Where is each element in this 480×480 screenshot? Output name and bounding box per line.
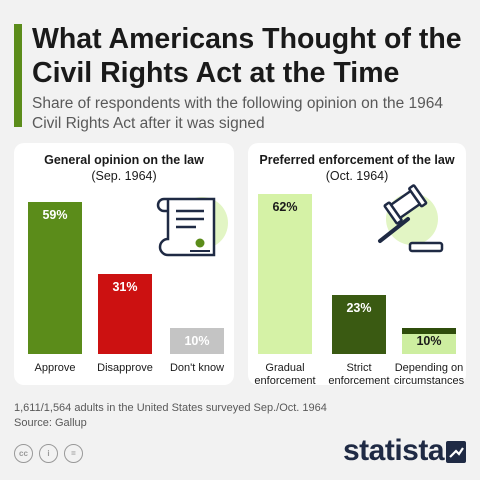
license-icons: cc i =: [14, 444, 83, 463]
survey-note: 1,611/1,564 adults in the United States …: [14, 402, 327, 414]
bar-0: [28, 201, 82, 354]
bar-value-label: 10%: [416, 334, 442, 349]
cc-icon[interactable]: cc: [14, 444, 33, 463]
chart-title: General opinion on the law (Sep. 1964): [14, 152, 234, 184]
attribution-icon[interactable]: i: [39, 444, 58, 463]
bar-value-label: 62%: [272, 200, 298, 214]
page-subtitle: Share of respondents with the following …: [32, 95, 444, 132]
category-label: Disapprove: [97, 362, 153, 374]
bar-value-label: 31%: [112, 280, 138, 294]
bar-value-label: 23%: [346, 300, 372, 315]
category-label: Strict enforcement: [328, 362, 390, 387]
chart-title: Preferred enforcement of the law (Oct. 1…: [248, 152, 466, 184]
chart-title-bold: Preferred enforcement of the law: [259, 153, 455, 167]
bar-1: [332, 294, 386, 354]
bar-2: [170, 328, 224, 354]
category-label: Approve: [34, 362, 76, 374]
chart-title-date: (Oct. 1964): [325, 169, 389, 183]
chart-title-date: (Sep. 1964): [91, 169, 157, 183]
source-note: Source: Gallup: [14, 417, 87, 429]
statista-logo[interactable]: statista: [343, 434, 445, 467]
no-derivatives-icon[interactable]: =: [64, 444, 83, 463]
statista-logo-mark-icon: [446, 441, 466, 463]
page-title: What Americans Thought of the Civil Righ…: [32, 23, 462, 89]
category-label: Depending on circumstances: [393, 362, 465, 387]
title-accent-bar: [14, 24, 22, 127]
category-label: Gradual enforcement: [254, 362, 316, 387]
document-icon: [156, 197, 228, 257]
bar-0: [258, 194, 312, 354]
bar-value-label: 10%: [184, 334, 210, 349]
bar-2-highlight: [402, 334, 456, 354]
bar-1: [98, 274, 152, 354]
bar-value-label: 59%: [42, 207, 68, 222]
gavel-icon: [378, 184, 444, 253]
footer-note: 1,611/1,564 adults in the United States …: [14, 401, 327, 431]
chart-panel-general-opinion: General opinion on the law (Sep. 1964) 5…: [14, 143, 234, 385]
category-label: Don't know: [169, 362, 225, 374]
chart-panel-preferred-enforcement: Preferred enforcement of the law (Oct. 1…: [248, 143, 466, 387]
chart-title-bold: General opinion on the law: [44, 153, 204, 167]
